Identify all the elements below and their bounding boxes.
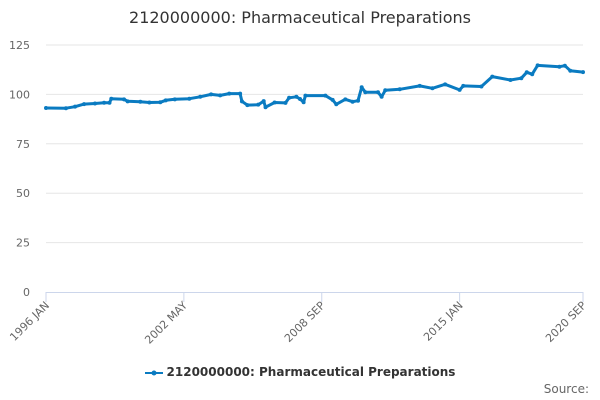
- y-tick-label: 0: [23, 286, 30, 299]
- data-point: [457, 87, 462, 92]
- series-plot: [44, 63, 585, 111]
- chart-title: 2120000000: Pharmaceutical Preparations: [129, 8, 471, 27]
- legend-marker-icon: [144, 370, 163, 375]
- data-point: [363, 90, 368, 95]
- x-tick-label: 2002 MAY: [142, 299, 190, 347]
- data-point: [92, 101, 97, 106]
- data-point: [82, 102, 87, 107]
- data-point: [163, 98, 168, 103]
- data-point: [44, 106, 48, 111]
- data-point: [461, 83, 466, 88]
- data-point: [375, 90, 380, 95]
- data-point: [359, 85, 364, 90]
- data-point: [524, 70, 529, 75]
- data-point: [138, 99, 143, 104]
- data-point: [330, 97, 335, 102]
- data-point: [158, 100, 163, 105]
- data-point: [198, 94, 203, 99]
- data-point: [239, 99, 244, 104]
- data-point: [530, 72, 535, 77]
- x-axis: 1996 JAN 2002 MAY 2008 SEP 2015 JAN 2020 SEP: [7, 292, 589, 347]
- data-point: [508, 77, 513, 82]
- data-point: [73, 104, 78, 109]
- data-point: [102, 100, 107, 105]
- source-label: Source:: [543, 382, 589, 396]
- data-point: [227, 91, 232, 96]
- data-point: [479, 84, 484, 89]
- y-axis: 0 25 50 75 100 125: [9, 39, 30, 299]
- data-point: [245, 103, 250, 108]
- data-point: [397, 87, 402, 92]
- data-point: [490, 74, 495, 79]
- x-tick-label: 2008 SEP: [282, 299, 328, 345]
- data-point: [417, 83, 422, 88]
- x-tick-label: 1996 JAN: [7, 299, 52, 344]
- data-point: [350, 99, 355, 104]
- data-point: [63, 106, 68, 111]
- grid: [46, 44, 583, 244]
- data-point: [125, 99, 130, 104]
- data-point: [287, 95, 292, 100]
- data-point: [107, 100, 112, 105]
- data-point: [283, 100, 288, 105]
- data-point: [343, 97, 348, 102]
- data-point: [443, 82, 448, 87]
- data-point: [238, 91, 243, 96]
- data-point: [256, 102, 261, 107]
- data-point: [562, 63, 567, 68]
- x-tick-label: 2015 JAN: [421, 299, 466, 344]
- data-point: [379, 94, 384, 99]
- legend-label: 2120000000: Pharmaceutical Preparations: [166, 365, 456, 379]
- data-point: [323, 93, 328, 98]
- data-point: [301, 100, 306, 105]
- y-tick-label: 75: [16, 138, 30, 151]
- x-tick-label: 2020 SEP: [543, 299, 589, 345]
- data-point: [109, 96, 114, 101]
- data-point: [297, 96, 302, 101]
- data-point: [172, 97, 177, 102]
- data-point: [122, 97, 127, 102]
- data-point: [430, 86, 435, 91]
- data-point: [263, 105, 268, 110]
- data-point: [147, 100, 152, 105]
- y-tick-label: 125: [9, 39, 30, 52]
- y-tick-label: 25: [16, 237, 30, 250]
- data-point: [187, 96, 192, 101]
- y-tick-label: 50: [16, 187, 30, 200]
- data-point: [568, 68, 573, 73]
- y-tick-label: 100: [9, 88, 30, 101]
- data-point: [383, 88, 388, 93]
- data-point: [334, 102, 339, 107]
- data-point: [519, 76, 524, 81]
- data-point: [272, 100, 277, 105]
- data-point: [356, 98, 361, 103]
- data-point: [535, 63, 540, 68]
- data-point: [209, 92, 214, 97]
- data-point: [218, 93, 223, 98]
- data-point: [557, 64, 562, 69]
- legend[interactable]: 2120000000: Pharmaceutical Preparations: [0, 365, 600, 379]
- data-point: [581, 70, 585, 75]
- data-point: [294, 94, 299, 99]
- data-point: [261, 99, 266, 104]
- data-point: [303, 93, 308, 98]
